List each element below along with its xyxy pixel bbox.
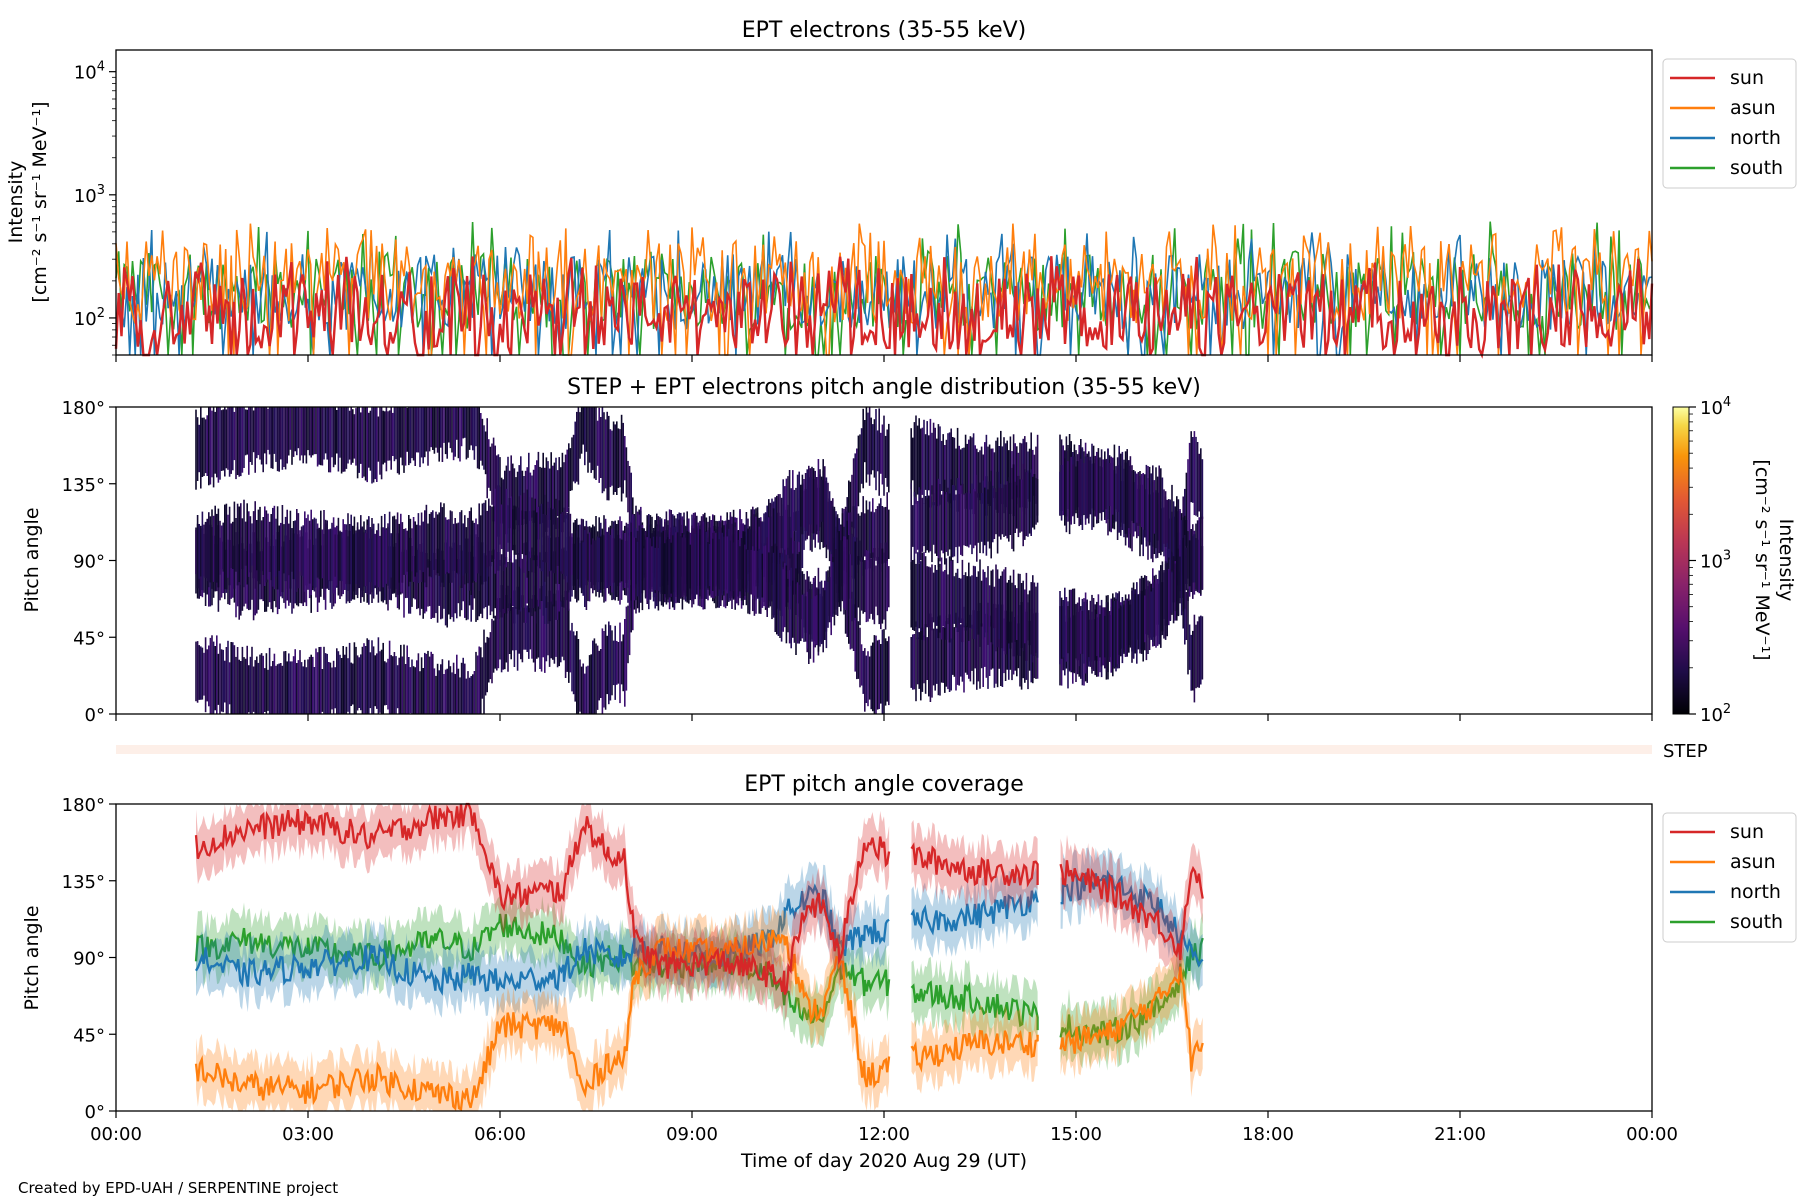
series-line-sun xyxy=(1059,860,1204,961)
colorbar-tick-label: 102 xyxy=(1700,702,1731,726)
panel3-xtick-label: 00:00 xyxy=(90,1124,142,1145)
panel3-xticks: 00:00 03:00 06:00 09:00 12:00 15:00 18:00 21:00… xyxy=(90,1111,1678,1145)
band-sun xyxy=(911,820,1038,912)
panel1-ytick-label: 102 xyxy=(74,306,105,330)
band-sun xyxy=(196,804,890,1020)
colorbar-tick-label: 103 xyxy=(1700,549,1731,573)
colorbar-label-line1: Intensity xyxy=(1775,519,1797,602)
legend-frame xyxy=(1662,58,1797,189)
panel2-title: STEP + EPT electrons pitch angle distrib… xyxy=(567,375,1201,400)
legend-label-sun: sun xyxy=(1730,67,1764,89)
legend-label-south: south xyxy=(1730,911,1783,933)
legend-frame xyxy=(1662,812,1797,943)
panel2-ylabel: Pitch angle xyxy=(21,507,43,612)
legend-label-north: north xyxy=(1730,127,1781,149)
panel3-xtick-label: 21:00 xyxy=(1434,1124,1486,1145)
legend-label-sun: sun xyxy=(1730,821,1764,843)
panel2-ytick-label: 45° xyxy=(73,628,105,649)
series-line-south xyxy=(910,980,1039,1031)
panel3-ytick-label: 135° xyxy=(62,872,105,893)
colorbar-label-line2: [cm⁻² s⁻¹ sr⁻¹ MeV⁻¹] xyxy=(1751,459,1773,660)
panel2-ytick-label: 135° xyxy=(62,475,105,496)
panel1-ytick-label: 104 xyxy=(74,60,105,84)
panel1-title: EPT electrons (35-55 keV) xyxy=(742,18,1027,43)
panel1-plot xyxy=(114,221,1654,359)
series-line-sun xyxy=(194,802,891,995)
series-line-asun xyxy=(194,929,891,1112)
band-south xyxy=(196,888,890,1048)
series-line-south xyxy=(194,913,891,1024)
panel1-legend: sun asun north south xyxy=(1662,58,1797,189)
series-line-sun xyxy=(114,256,1654,359)
step-coverage-bar xyxy=(116,745,1652,754)
panel3-xtick-label: 12:00 xyxy=(858,1124,910,1145)
band-asun xyxy=(911,1005,1038,1094)
panel2-xticks xyxy=(115,714,1653,721)
panel3-xtick-label: 03:00 xyxy=(282,1124,334,1145)
panel1-yticks: 102 103 104 xyxy=(74,60,116,356)
panel2-ytick-label: 0° xyxy=(85,705,105,726)
panel3-ytick-label: 45° xyxy=(73,1025,105,1046)
colorbar-tick-label: 104 xyxy=(1700,395,1731,419)
panel1-ylabel-line1: Intensity xyxy=(5,161,27,244)
panel3-xtick-label: 06:00 xyxy=(474,1124,526,1145)
panel3-plot xyxy=(194,802,1204,1112)
series-line-asun xyxy=(1059,966,1204,1072)
panel3-xtick-label: 00:00 xyxy=(1626,1124,1678,1145)
legend-label-asun: asun xyxy=(1730,851,1776,873)
panel2-heatmap xyxy=(195,407,1204,714)
legend-label-north: north xyxy=(1730,881,1781,903)
panel3-ytick-label: 0° xyxy=(85,1102,105,1123)
colorbar-bar xyxy=(1672,406,1690,715)
panel2-ytick-label: 180° xyxy=(62,398,105,419)
panel3-xlabel: Time of day 2020 Aug 29 (UT) xyxy=(740,1150,1027,1172)
series-line-asun xyxy=(910,1029,1039,1073)
panel3-yticks: 0° 45° 90° 135° 180° xyxy=(62,795,116,1123)
panel3-ytick-label: 90° xyxy=(73,949,105,970)
panel3-xtick-label: 18:00 xyxy=(1242,1124,1294,1145)
panel3-ytick-label: 180° xyxy=(62,795,105,816)
panel1-xticks xyxy=(115,355,1653,362)
panel3-xtick-label: 09:00 xyxy=(666,1124,718,1145)
series-line-sun xyxy=(910,842,1039,888)
legend-label-south: south xyxy=(1730,157,1783,179)
legend-label-asun: asun xyxy=(1730,97,1776,119)
panel2-ytick-label: 90° xyxy=(73,552,105,573)
panel1-ytick-label: 103 xyxy=(74,183,105,207)
panel3-title: EPT pitch angle coverage xyxy=(744,772,1024,797)
series-line-asun xyxy=(115,223,1653,356)
colorbar: 102 103 104 xyxy=(1672,395,1731,726)
panel1-ylabel-line2: [cm⁻² s⁻¹ sr⁻¹ MeV⁻¹] xyxy=(29,101,51,302)
panel3-xtick-label: 15:00 xyxy=(1050,1124,1102,1145)
band-asun xyxy=(1060,941,1203,1098)
series-line-north xyxy=(910,889,1039,936)
panel3-ylabel: Pitch angle xyxy=(21,905,43,1010)
band-north xyxy=(196,861,890,1018)
panel3-legend: sun asun north south xyxy=(1662,812,1797,943)
panel2-yticks: 0° 45° 90° 135° 180° xyxy=(62,398,116,726)
credit-text: Created by EPD-UAH / SERPENTINE project xyxy=(18,1179,338,1197)
step-label: STEP xyxy=(1663,741,1708,762)
